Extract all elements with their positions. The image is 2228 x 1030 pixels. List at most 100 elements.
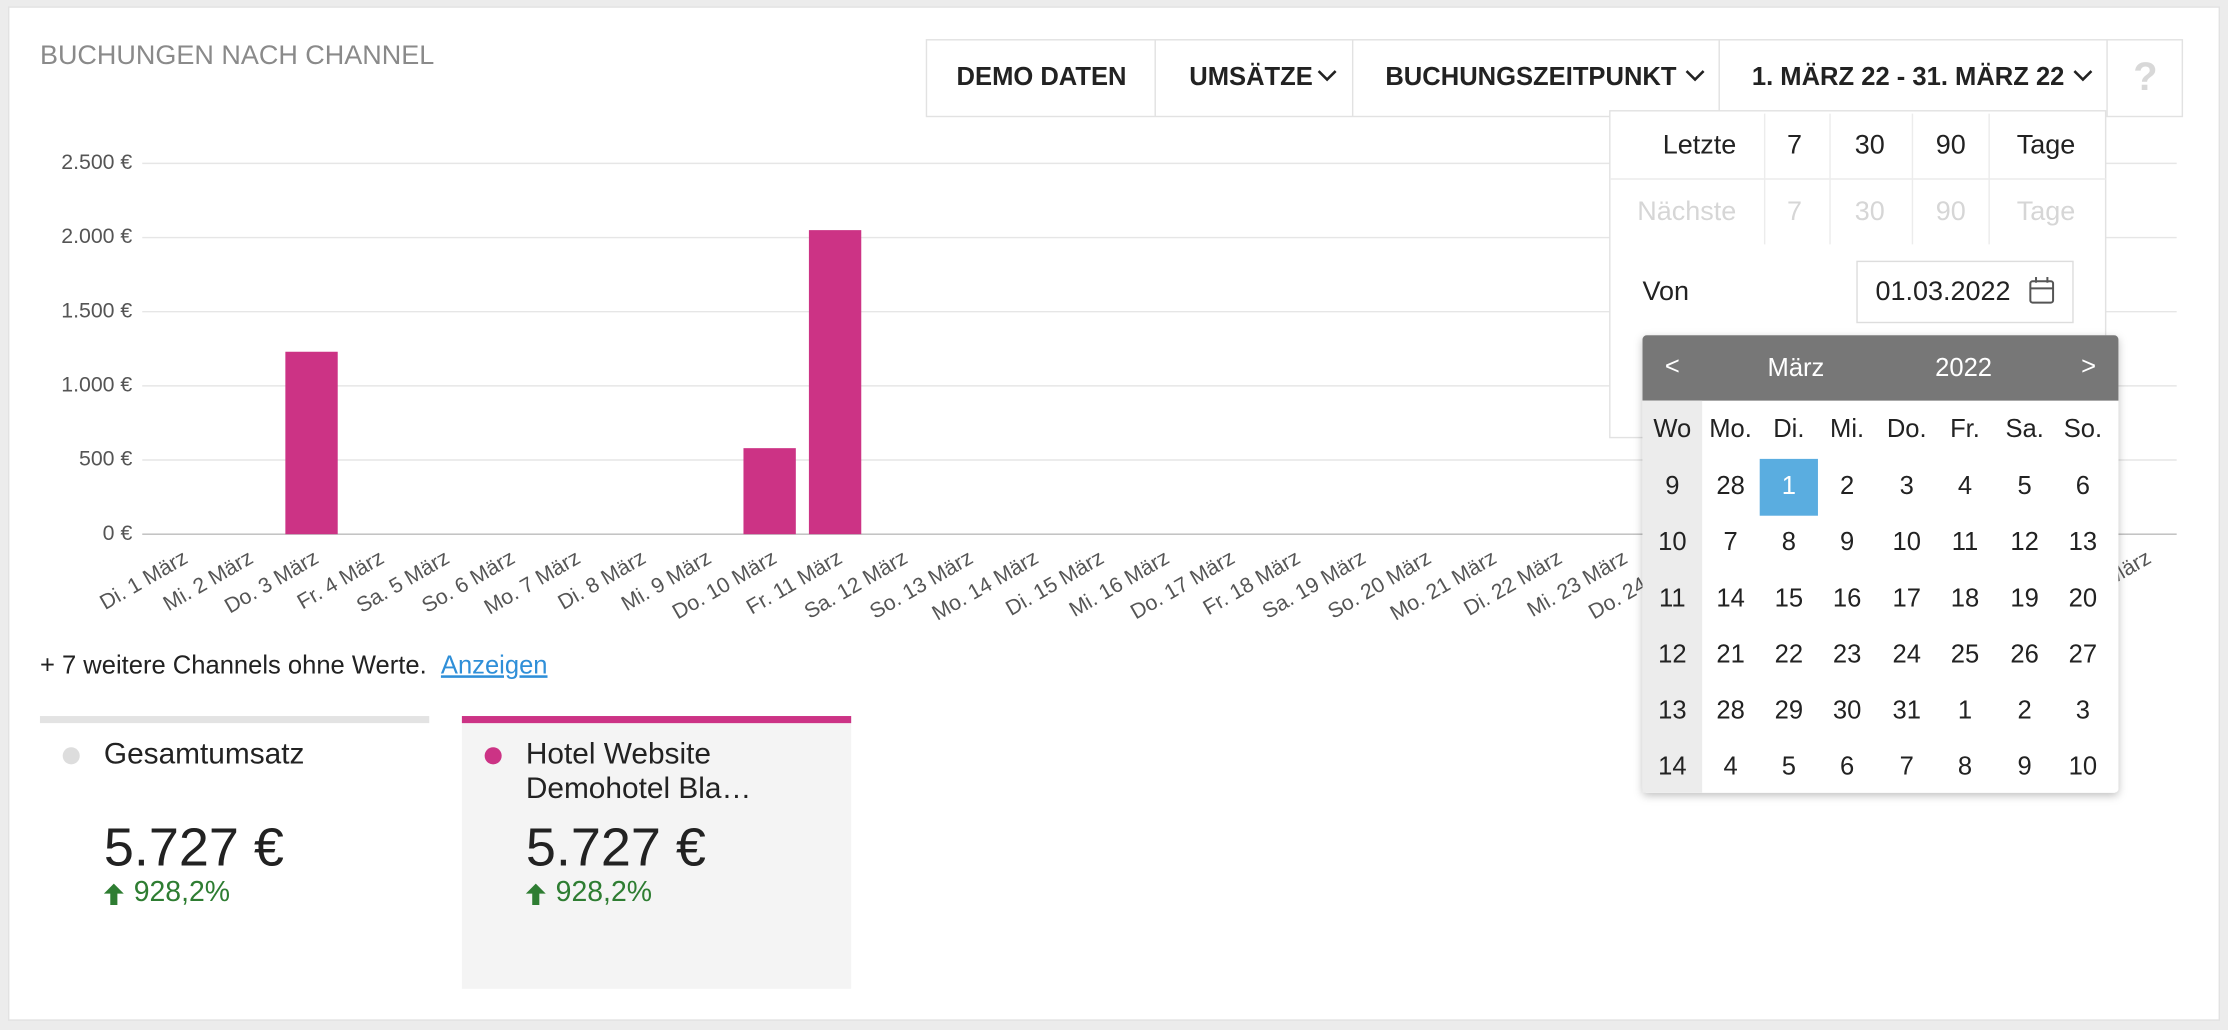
day[interactable]: 23 [1833, 640, 1861, 668]
weekday-header: So. [2064, 415, 2102, 443]
week-number: 9 [1665, 472, 1679, 500]
day[interactable]: 28 [1716, 472, 1744, 500]
calendar-icon [2029, 277, 2055, 304]
y-tick-label: 0 € [103, 521, 133, 545]
day[interactable]: 16 [1833, 584, 1861, 612]
day[interactable]: 10 [2069, 753, 2097, 781]
day[interactable]: 5 [1782, 753, 1796, 781]
month: März [1768, 354, 1825, 382]
weekday-header: Fr. [1950, 415, 1980, 443]
day[interactable]: 3 [2076, 697, 2090, 725]
day[interactable]: 10 [1893, 528, 1921, 556]
bar [808, 230, 862, 535]
weekday-header: Mi. [1830, 415, 1864, 443]
day[interactable]: 30 [1833, 697, 1861, 725]
day[interactable]: 8 [1958, 753, 1972, 781]
toolbar-button[interactable]: UMSÄTZE [1189, 63, 1313, 91]
calendar [1642, 335, 2119, 793]
day[interactable]: 15 [1775, 584, 1803, 612]
day[interactable]: 9 [2018, 753, 2032, 781]
card-title: Demohotel Bla… [526, 772, 751, 805]
up-arrow [525, 883, 546, 905]
card-value: 5.727 € [104, 817, 284, 877]
day[interactable]: 4 [1958, 472, 1972, 500]
quick-option[interactable]: 30 [1855, 129, 1885, 159]
y-tick-label: 1.000 € [61, 372, 132, 396]
y-tick-label: 1.500 € [61, 298, 132, 322]
y-tick-label: 500 € [79, 447, 132, 471]
chevron [1317, 70, 1337, 82]
week-number: 14 [1658, 753, 1686, 781]
quick-option: 30 [1855, 196, 1885, 226]
day[interactable]: 24 [1893, 640, 1921, 668]
card-value: 5.727 € [526, 817, 706, 877]
weekday-header: Do. [1887, 415, 1927, 443]
day[interactable]: 17 [1893, 584, 1921, 612]
day[interactable]: 2 [2018, 697, 2032, 725]
calendar-frame [1642, 335, 2119, 793]
toolbar-button[interactable]: DEMO DATEN [957, 63, 1127, 91]
day[interactable]: 14 [1716, 584, 1744, 612]
day[interactable]: 12 [2010, 528, 2038, 556]
day[interactable]: 22 [1775, 640, 1803, 668]
help-button[interactable]: ? [2133, 55, 2157, 99]
day[interactable]: 1 [1958, 697, 1972, 725]
toolbar-button[interactable]: BUCHUNGSZEITPUNKT [1385, 63, 1677, 91]
quick-unit: Tage [2017, 196, 2076, 226]
quick-option: 7 [1787, 196, 1802, 226]
toolbar: ? DEMO DATEN UMSÄTZE BUCHUNGSZEITPUNKT 1. M… [925, 39, 2184, 118]
day[interactable]: 1 [1782, 472, 1796, 500]
day[interactable]: 18 [1951, 584, 1979, 612]
weekday-header: Di. [1773, 415, 1804, 443]
y-tick-label: 2.500 € [61, 150, 132, 174]
toolbar-button[interactable]: 1. MÄRZ 22 - 31. MÄRZ 22 [1752, 63, 2065, 91]
card-change: 928,2% [134, 876, 230, 908]
day[interactable]: 29 [1775, 697, 1803, 725]
next-month[interactable]: > [2081, 353, 2096, 381]
day[interactable]: 19 [2010, 584, 2038, 612]
day[interactable]: 4 [1723, 753, 1737, 781]
day[interactable]: 5 [2018, 472, 2032, 500]
note-text: + 7 weitere Channels ohne Werte. [40, 651, 427, 679]
day[interactable]: 9 [1840, 528, 1854, 556]
quick-unit: Tage [2017, 129, 2076, 159]
day[interactable]: 20 [2069, 584, 2097, 612]
day[interactable]: 2 [1840, 472, 1854, 500]
quick-option[interactable]: 7 [1787, 129, 1802, 159]
day[interactable]: 7 [1723, 528, 1737, 556]
day[interactable]: 13 [2069, 528, 2097, 556]
quick-option[interactable]: 90 [1936, 129, 1966, 159]
day[interactable]: 7 [1900, 753, 1914, 781]
toolbar-frame [925, 39, 2184, 118]
week-number: 10 [1658, 528, 1686, 556]
day[interactable]: 21 [1716, 640, 1744, 668]
from-label: Von [1642, 276, 1689, 306]
date-input[interactable] [1856, 260, 2074, 324]
selected-day [1759, 458, 1818, 516]
day[interactable]: 25 [1951, 640, 1979, 668]
day[interactable]: 8 [1782, 528, 1796, 556]
weekday-header: Wo [1653, 415, 1691, 443]
bar [285, 351, 338, 535]
chevron [1685, 70, 1705, 82]
day[interactable]: 28 [1716, 697, 1744, 725]
day[interactable]: 26 [2010, 640, 2038, 668]
weekday-header: Sa. [2005, 415, 2043, 443]
y-tick-label: 2.000 € [61, 224, 132, 248]
date-input-value: 01.03.2022 [1875, 276, 2010, 306]
note-link[interactable]: Anzeigen [441, 651, 548, 679]
prev-month[interactable]: < [1665, 353, 1680, 381]
day[interactable]: 6 [1840, 753, 1854, 781]
card-title: Gesamtumsatz [104, 738, 305, 771]
quick-label: Letzte [1663, 129, 1737, 159]
panel-title: BUCHUNGEN NACH CHANNEL [40, 40, 434, 70]
day[interactable]: 3 [1900, 472, 1914, 500]
day[interactable]: 6 [2076, 472, 2090, 500]
day[interactable]: 27 [2069, 640, 2097, 668]
week-number: 11 [1659, 584, 1686, 612]
card-title: Hotel Website [526, 738, 711, 771]
card-top-border [461, 716, 852, 724]
day[interactable]: 11 [1952, 528, 1979, 556]
day[interactable]: 31 [1893, 697, 1921, 725]
